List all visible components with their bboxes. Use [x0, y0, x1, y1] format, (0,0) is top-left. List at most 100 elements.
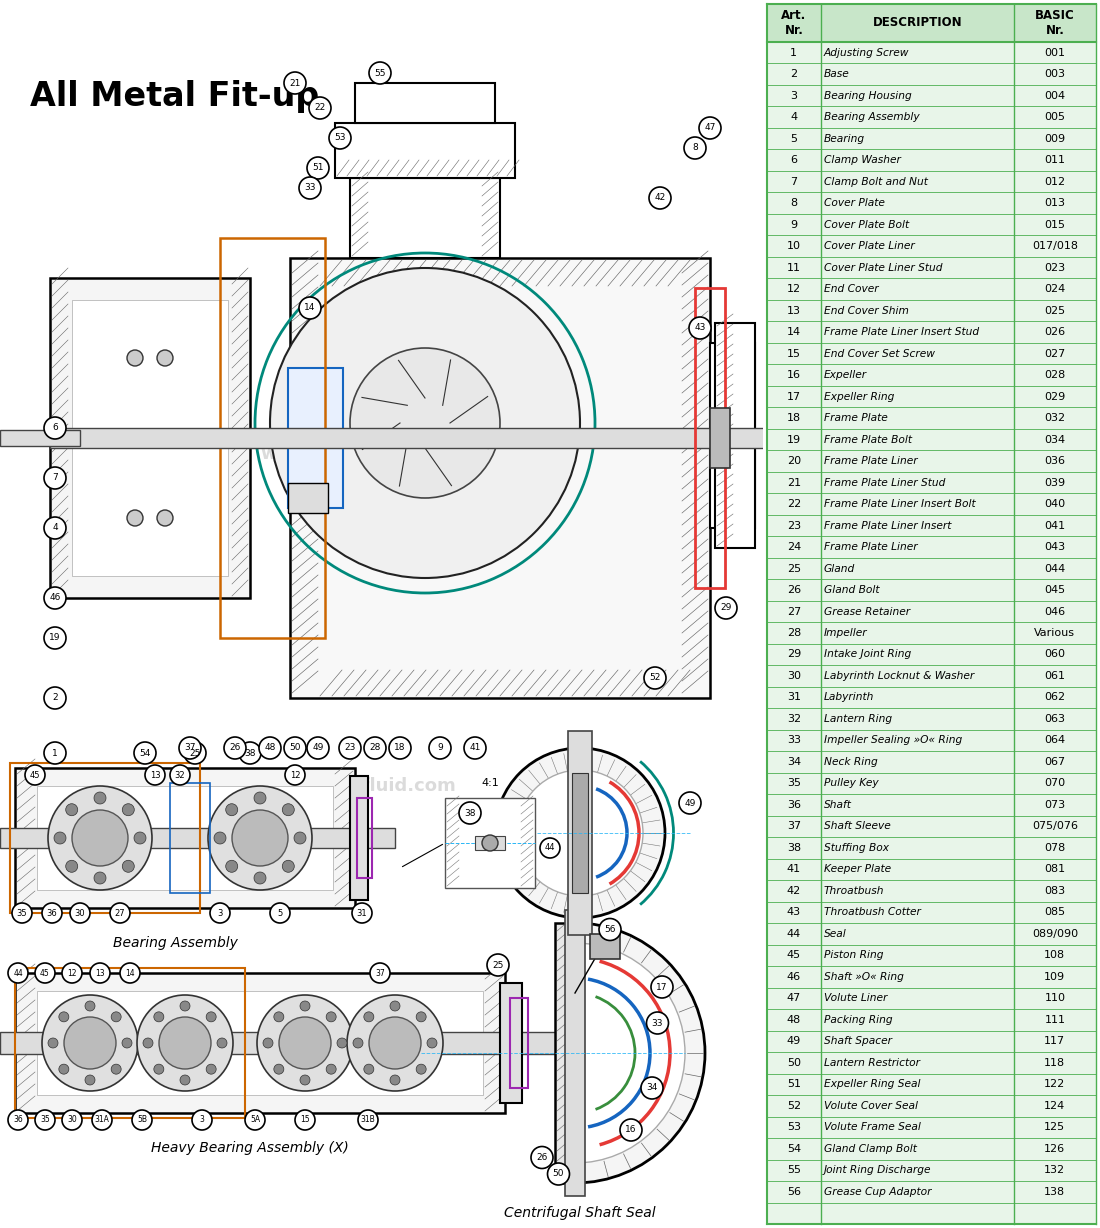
Text: Art.
Nr.: Art. Nr. [781, 9, 806, 37]
Text: 37: 37 [185, 743, 196, 753]
Circle shape [620, 1119, 642, 1141]
Circle shape [352, 903, 372, 923]
Text: 19: 19 [50, 634, 60, 642]
Text: Expeller: Expeller [824, 370, 867, 381]
Circle shape [179, 737, 201, 759]
Text: 45: 45 [30, 770, 41, 780]
Circle shape [154, 1012, 164, 1022]
Text: Lantern Restrictor: Lantern Restrictor [824, 1057, 920, 1068]
Text: 003: 003 [1044, 69, 1066, 80]
Text: 42: 42 [786, 885, 801, 896]
Circle shape [641, 1077, 663, 1099]
Circle shape [346, 995, 443, 1090]
Bar [767, 128, 1096, 150]
Bar [767, 880, 1096, 901]
Circle shape [154, 1065, 164, 1074]
Text: 024: 024 [1044, 284, 1066, 295]
Text: 5B: 5B [138, 1115, 147, 1125]
Text: 37: 37 [786, 822, 801, 831]
Bar [15, 768, 355, 907]
Circle shape [548, 1163, 570, 1185]
Text: Cover Plate Bolt: Cover Plate Bolt [824, 220, 909, 230]
Bar [767, 408, 1096, 429]
Circle shape [58, 1012, 69, 1022]
Text: 55: 55 [374, 69, 386, 77]
Circle shape [364, 1012, 374, 1022]
Circle shape [54, 833, 66, 844]
Circle shape [143, 1038, 153, 1047]
Text: 13: 13 [96, 969, 104, 977]
Bar [358, 798, 372, 878]
Circle shape [44, 628, 66, 650]
Bar [767, 279, 1096, 300]
Text: 060: 060 [1044, 650, 1066, 659]
Circle shape [42, 903, 62, 923]
Circle shape [44, 418, 66, 438]
Bar [15, 968, 245, 1117]
Text: 034: 034 [1044, 435, 1066, 445]
Text: Impeller Sealing »O« Ring: Impeller Sealing »O« Ring [824, 736, 961, 745]
Text: 36: 36 [46, 909, 57, 917]
Circle shape [263, 1038, 273, 1047]
Circle shape [122, 1038, 132, 1047]
Text: 012: 012 [1044, 177, 1066, 187]
Text: 062: 062 [1044, 693, 1066, 702]
Text: End Cover: End Cover [824, 284, 878, 295]
Circle shape [184, 742, 206, 764]
Circle shape [180, 1074, 190, 1086]
Text: 7: 7 [790, 177, 798, 187]
Circle shape [62, 1110, 82, 1130]
Text: Shaft »O« Ring: Shaft »O« Ring [824, 971, 903, 982]
Circle shape [307, 737, 329, 759]
Text: 45: 45 [786, 950, 801, 960]
Circle shape [299, 177, 321, 199]
Circle shape [126, 350, 143, 366]
Circle shape [416, 1012, 426, 1022]
Bar [556, 923, 580, 1183]
Text: 53: 53 [786, 1122, 801, 1132]
Text: 036: 036 [1044, 456, 1066, 467]
Text: Heavy Bearing Assembly (X): Heavy Bearing Assembly (X) [151, 1141, 349, 1156]
Text: 8: 8 [692, 144, 697, 152]
Circle shape [300, 1001, 310, 1011]
Bar [767, 472, 1096, 494]
Circle shape [126, 510, 143, 526]
Circle shape [427, 1038, 437, 1047]
Text: 38: 38 [464, 808, 475, 818]
Text: 54: 54 [140, 749, 151, 758]
Bar [767, 600, 1096, 623]
Text: 4: 4 [790, 112, 798, 123]
Text: 041: 041 [1044, 521, 1066, 530]
Text: 35: 35 [16, 909, 28, 917]
Text: 49: 49 [312, 743, 323, 753]
Text: 3: 3 [790, 91, 798, 101]
Text: 53: 53 [334, 134, 345, 142]
Text: Volute Cover Seal: Volute Cover Seal [824, 1100, 917, 1111]
Text: Frame Plate Liner: Frame Plate Liner [824, 456, 917, 467]
Circle shape [309, 97, 331, 119]
Text: 039: 039 [1044, 478, 1066, 488]
Bar [767, 752, 1096, 772]
Text: 31B: 31B [361, 1115, 375, 1125]
Text: 061: 061 [1044, 670, 1066, 682]
Bar [715, 323, 755, 548]
Text: Frame Plate Liner Insert Bolt: Frame Plate Liner Insert Bolt [824, 499, 976, 510]
Text: End Cover Set Screw: End Cover Set Screw [824, 349, 935, 359]
Bar [767, 107, 1096, 128]
Circle shape [364, 737, 386, 759]
Bar [350, 178, 500, 258]
Text: 111: 111 [1044, 1014, 1066, 1025]
Bar [767, 1159, 1096, 1181]
Bar [767, 1009, 1096, 1030]
Text: 33: 33 [305, 183, 316, 193]
Text: 029: 029 [1044, 392, 1066, 402]
Bar [767, 4, 1096, 42]
Text: 11: 11 [786, 263, 801, 273]
Text: 46: 46 [786, 971, 801, 982]
Text: 17: 17 [657, 982, 668, 991]
Bar [767, 558, 1096, 580]
Text: 081: 081 [1044, 865, 1066, 874]
Text: Base: Base [824, 69, 849, 80]
Circle shape [239, 742, 261, 764]
Text: Cover Plate Liner Stud: Cover Plate Liner Stud [824, 263, 942, 273]
